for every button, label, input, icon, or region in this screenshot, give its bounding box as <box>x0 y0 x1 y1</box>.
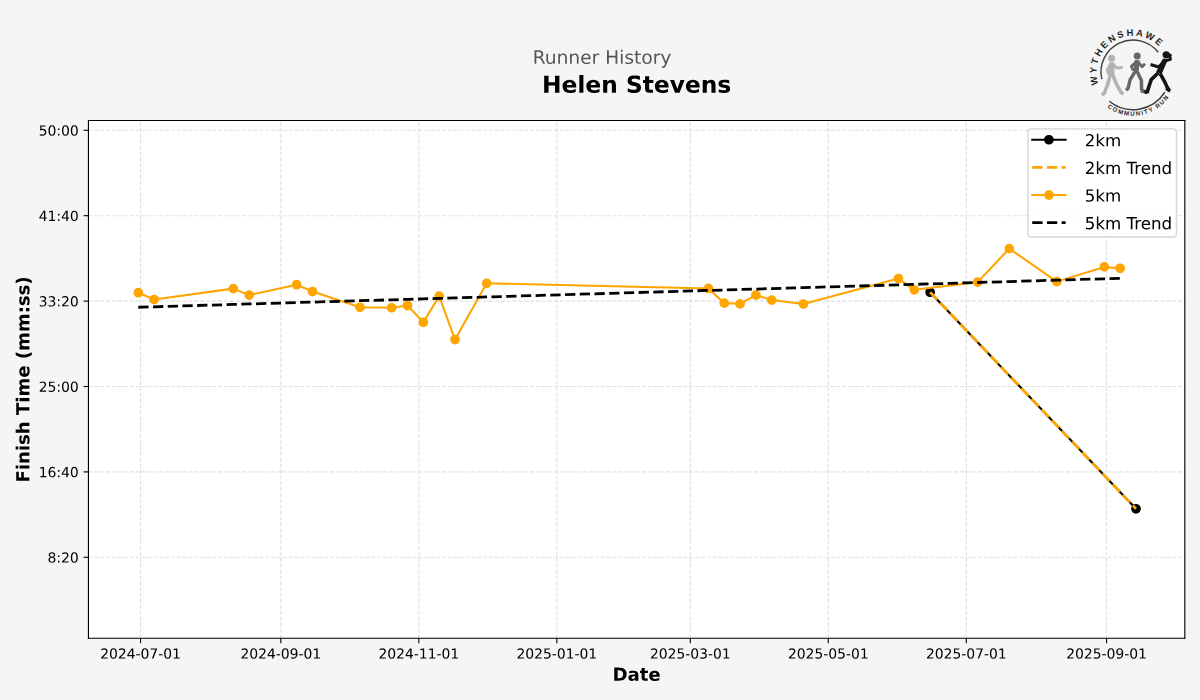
svg-text:COMMUNITY RUN: COMMUNITY RUN <box>1107 93 1171 117</box>
